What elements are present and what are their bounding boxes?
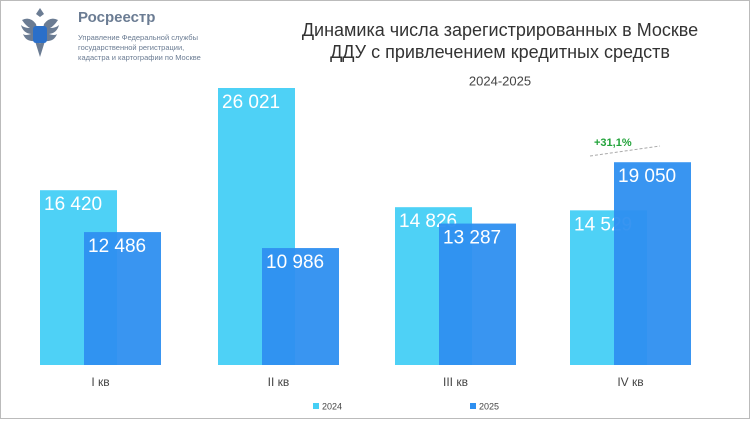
- bar: [262, 248, 339, 365]
- chart-title: ДДУ с привлечением кредитных средств: [330, 42, 670, 62]
- org-line: государственной регистрации,: [78, 43, 184, 52]
- org-name: Росреестр: [78, 9, 155, 26]
- annotation-arrow: [589, 145, 661, 157]
- bar: [614, 162, 691, 365]
- value-label: 13 287: [443, 228, 501, 249]
- legend-label: 2024: [322, 401, 342, 411]
- value-label: 10 986: [266, 252, 324, 273]
- bar: [439, 223, 516, 365]
- chart-subtitle: 2024-2025: [469, 73, 531, 88]
- value-label: 26 021: [222, 92, 280, 113]
- annotation: +31,1%: [594, 137, 632, 149]
- x-tick-label: I кв: [91, 375, 109, 389]
- value-label: 19 050: [618, 166, 676, 187]
- x-tick-label: IV кв: [617, 375, 643, 389]
- chart-title: Динамика числа зарегистрированных в Моск…: [302, 20, 698, 40]
- legend-label: 2025: [479, 401, 499, 411]
- logo: [21, 8, 59, 57]
- value-label: 16 420: [44, 194, 102, 215]
- value-label: 12 486: [88, 236, 146, 257]
- legend-swatch: [470, 403, 476, 409]
- bar: [84, 232, 161, 365]
- org-line: кадастра и картографии по Москве: [78, 53, 201, 62]
- x-tick-label: III кв: [443, 375, 468, 389]
- legend-swatch: [313, 403, 319, 409]
- x-tick-label: II кв: [268, 375, 290, 389]
- org-line: Управление Федеральной службы: [78, 33, 198, 42]
